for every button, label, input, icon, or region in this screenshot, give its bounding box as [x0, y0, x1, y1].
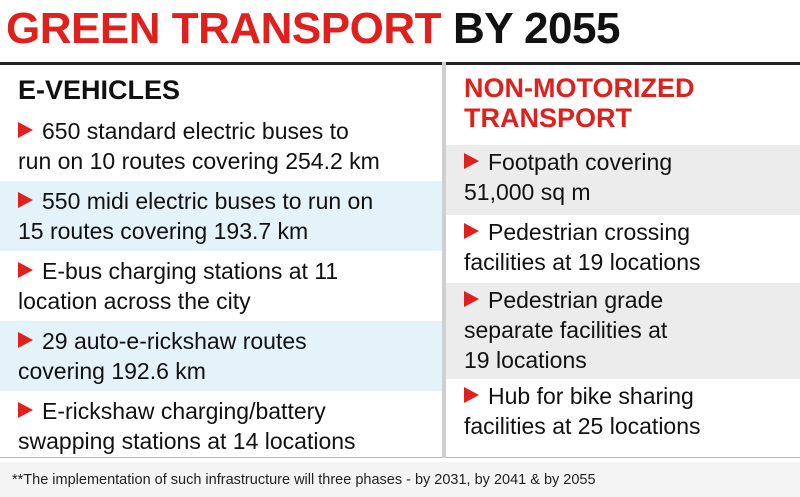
heading-line: NON-MOTORIZED	[464, 73, 695, 103]
item-text-line: 15 routes covering 193.7 km	[18, 218, 309, 244]
arrow-bullet-icon	[464, 387, 479, 403]
list-item: Hub for bike sharing facilities at 25 lo…	[446, 379, 800, 449]
title-year: BY 2055	[452, 4, 620, 53]
arrow-bullet-icon	[18, 192, 33, 208]
item-text-line: Hub for bike sharing	[488, 383, 694, 409]
item-text-line: E-bus charging stations at 11	[42, 258, 339, 284]
list-item: 29 auto-e-rickshaw routes covering 192.6…	[0, 321, 442, 391]
list-item: 650 standard electric buses to run on 10…	[0, 111, 442, 181]
arrow-bullet-icon	[18, 332, 33, 348]
item-text-line: E-rickshaw charging/battery	[42, 398, 326, 424]
list-item: 550 midi electric buses to run on 15 rou…	[0, 181, 442, 251]
e-vehicles-heading: E-VEHICLES	[18, 75, 181, 105]
arrow-bullet-icon	[464, 291, 479, 307]
list-item: Pedestrian grade separate facilities at …	[446, 283, 800, 379]
item-text-line: 550 midi electric buses to run on	[42, 188, 374, 214]
item-text-line: Footpath covering	[488, 149, 673, 175]
item-text-line: 19 locations	[464, 347, 587, 373]
column-divider	[442, 62, 446, 458]
item-text-line: location across the city	[18, 288, 251, 314]
arrow-bullet-icon	[464, 153, 479, 169]
heading-line: TRANSPORT	[464, 103, 632, 133]
non-motorized-column: NON-MOTORIZED TRANSPORT Footpath coverin…	[446, 65, 800, 449]
arrow-bullet-icon	[464, 223, 479, 239]
item-text-line: Pedestrian grade	[488, 287, 664, 313]
list-item: Pedestrian crossing facilities at 19 loc…	[446, 215, 800, 283]
footnote: **The implementation of such infrastruct…	[0, 462, 800, 497]
item-text-line: swapping stations at 14 locations	[18, 428, 356, 454]
item-text-line: 29 auto-e-rickshaw routes	[42, 328, 307, 354]
e-vehicles-column: E-VEHICLES 650 standard electric buses t…	[0, 65, 442, 461]
item-text-line: separate facilities at	[464, 317, 668, 343]
item-text-line: Pedestrian crossing	[488, 219, 690, 245]
item-text-line: facilities at 25 locations	[464, 413, 701, 439]
item-text-line: run on 10 routes covering 254.2 km	[18, 148, 380, 174]
item-text-line: covering 192.6 km	[18, 358, 206, 384]
list-item: E-bus charging stations at 11 location a…	[0, 251, 442, 321]
list-item: E-rickshaw charging/battery swapping sta…	[0, 391, 442, 461]
arrow-bullet-icon	[18, 402, 33, 418]
list-item: Footpath covering 51,000 sq m	[446, 145, 800, 215]
content-panel: E-VEHICLES 650 standard electric buses t…	[0, 62, 800, 458]
arrow-bullet-icon	[18, 262, 33, 278]
page-title: GREEN TRANSPORT BY 2055	[0, 0, 800, 58]
non-motorized-heading: NON-MOTORIZED TRANSPORT	[446, 65, 800, 145]
arrow-bullet-icon	[18, 122, 33, 138]
item-text-line: facilities at 19 locations	[464, 249, 701, 275]
item-text-line: 51,000 sq m	[464, 179, 591, 205]
item-text-line: 650 standard electric buses to	[42, 118, 349, 144]
title-highlight: GREEN TRANSPORT	[6, 4, 441, 53]
